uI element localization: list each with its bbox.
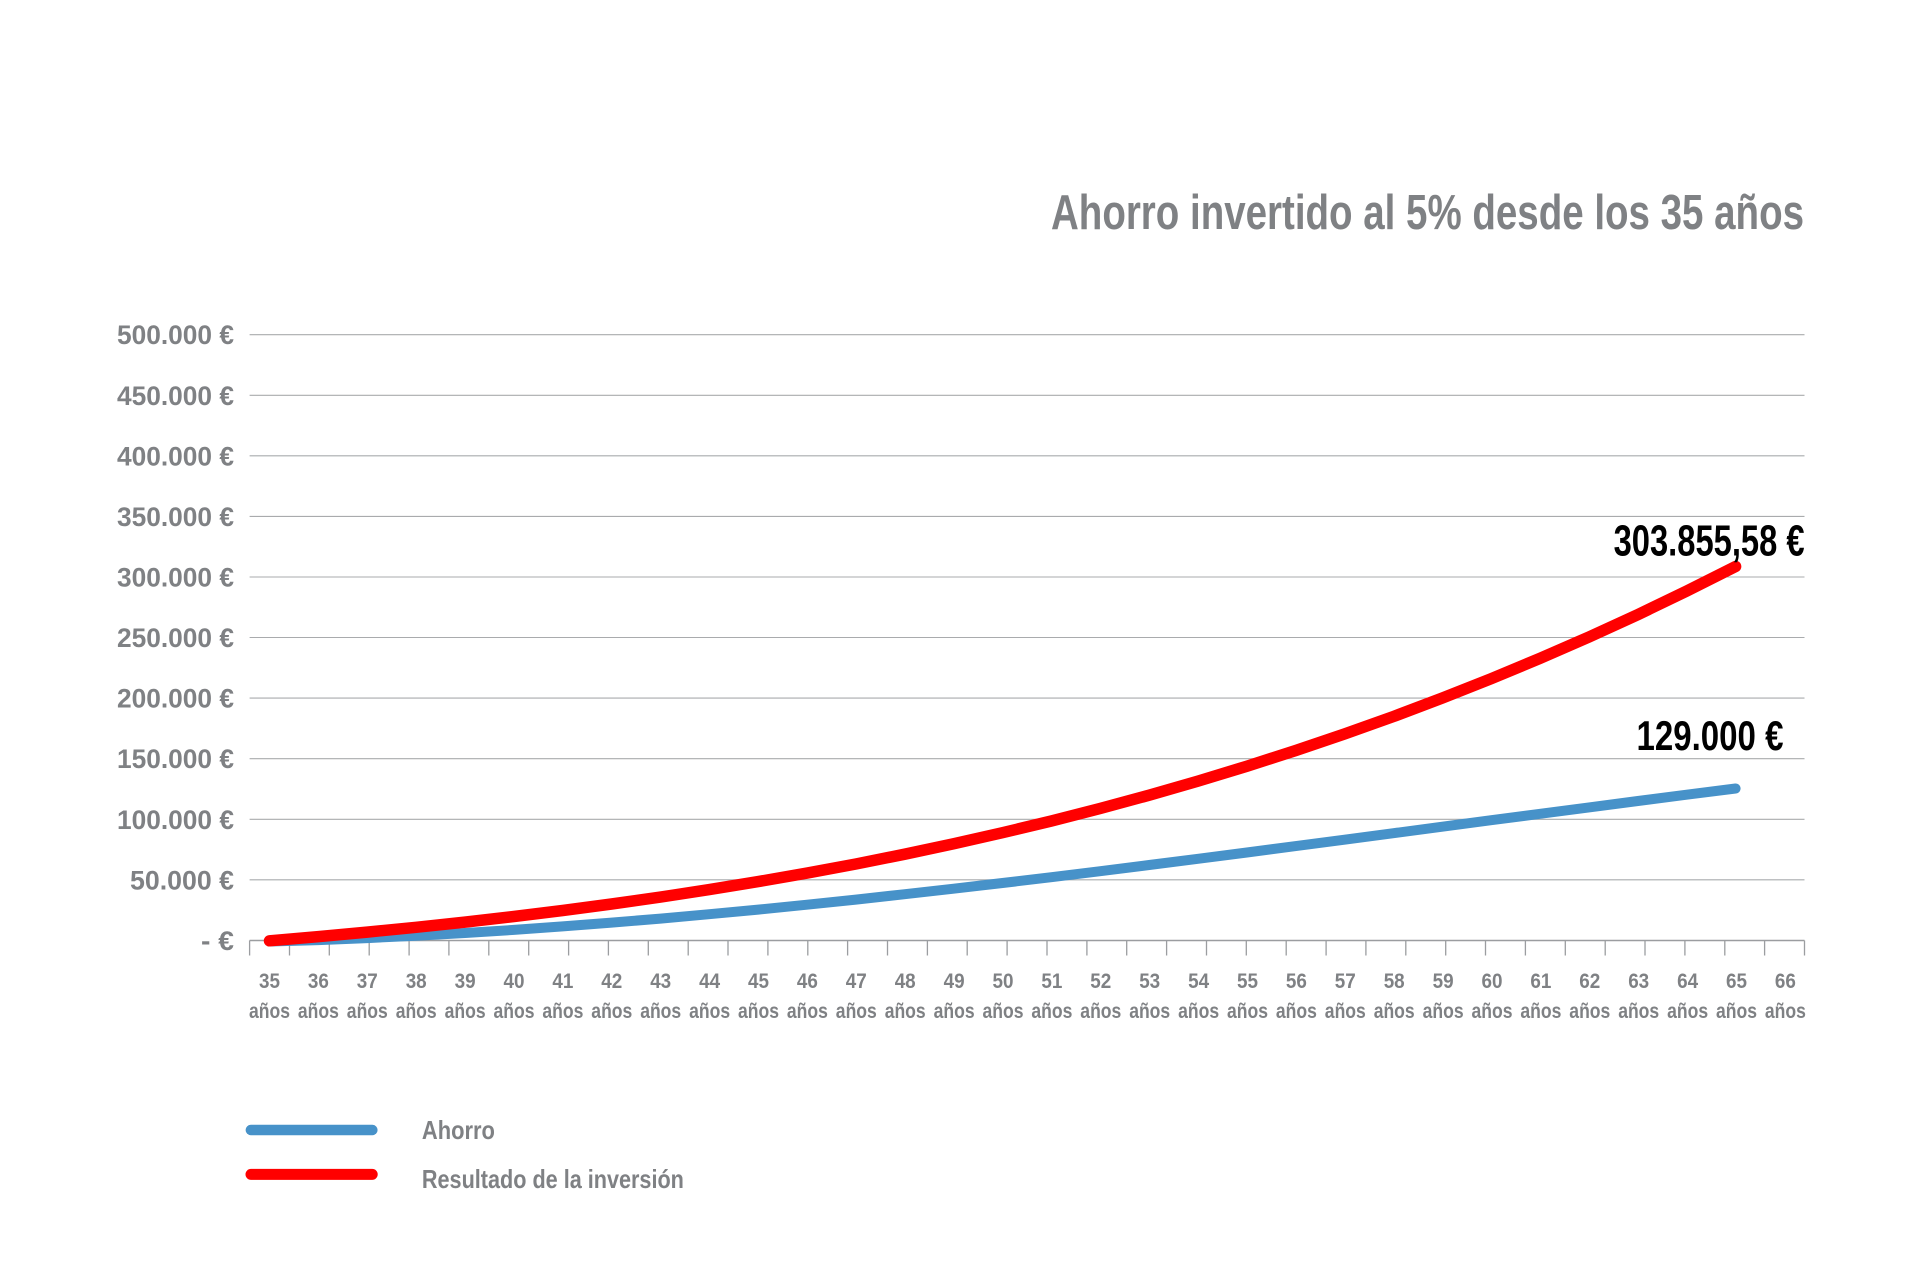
svg-text:35: 35 [259, 969, 280, 993]
svg-text:53: 53 [1139, 969, 1160, 993]
svg-text:años: años [445, 999, 486, 1023]
svg-text:400.000 €: 400.000 € [117, 441, 234, 471]
svg-text:años: años [1569, 999, 1610, 1023]
svg-text:años: años [689, 999, 730, 1023]
svg-text:41: 41 [552, 969, 573, 993]
svg-text:años: años [1031, 999, 1072, 1023]
svg-text:350.000 €: 350.000 € [117, 502, 234, 532]
svg-text:años: años [1667, 999, 1708, 1023]
svg-text:años: años [249, 999, 290, 1023]
svg-text:años: años [1765, 999, 1806, 1023]
svg-text:años: años [347, 999, 388, 1023]
svg-text:años: años [1472, 999, 1513, 1023]
svg-text:años: años [1618, 999, 1659, 1023]
svg-text:65: 65 [1726, 969, 1747, 993]
svg-text:52: 52 [1090, 969, 1111, 993]
svg-text:años: años [1276, 999, 1317, 1023]
svg-text:300.000 €: 300.000 € [117, 563, 234, 593]
svg-text:62: 62 [1579, 969, 1600, 993]
svg-text:50: 50 [993, 969, 1014, 993]
svg-text:años: años [983, 999, 1024, 1023]
svg-text:años: años [1716, 999, 1757, 1023]
svg-text:años: años [1374, 999, 1415, 1023]
svg-text:Ahorro invertido al 5% desde l: Ahorro invertido al 5% desde los 35 años [1051, 185, 1804, 240]
svg-text:años: años [1325, 999, 1366, 1023]
svg-text:37: 37 [357, 969, 378, 993]
svg-text:56: 56 [1286, 969, 1307, 993]
svg-text:303.855,58 €: 303.855,58 € [1614, 518, 1805, 566]
svg-text:años: años [494, 999, 535, 1023]
svg-text:66: 66 [1775, 969, 1796, 993]
svg-text:años: años [1520, 999, 1561, 1023]
svg-text:43: 43 [650, 969, 671, 993]
svg-text:años: años [542, 999, 583, 1023]
svg-text:49: 49 [944, 969, 965, 993]
svg-text:años: años [396, 999, 437, 1023]
svg-text:57: 57 [1335, 969, 1356, 993]
svg-text:años: años [1129, 999, 1170, 1023]
svg-text:42: 42 [601, 969, 622, 993]
svg-text:años: años [640, 999, 681, 1023]
svg-text:59: 59 [1433, 969, 1454, 993]
svg-text:61: 61 [1530, 969, 1551, 993]
svg-text:años: años [738, 999, 779, 1023]
svg-text:129.000 €: 129.000 € [1637, 712, 1784, 759]
svg-text:años: años [298, 999, 339, 1023]
svg-text:250.000 €: 250.000 € [117, 623, 234, 653]
svg-text:años: años [836, 999, 877, 1023]
svg-text:48: 48 [895, 969, 916, 993]
svg-text:años: años [1178, 999, 1219, 1023]
svg-text:Resultado de la inversión: Resultado de la inversión [422, 1164, 684, 1194]
svg-text:63: 63 [1628, 969, 1649, 993]
svg-text:64: 64 [1677, 969, 1698, 993]
svg-text:200.000 €: 200.000 € [117, 684, 234, 714]
svg-text:años: años [934, 999, 975, 1023]
svg-text:150.000 €: 150.000 € [117, 744, 234, 774]
svg-text:47: 47 [846, 969, 867, 993]
svg-text:60: 60 [1482, 969, 1503, 993]
svg-text:40: 40 [504, 969, 525, 993]
svg-text:Ahorro: Ahorro [422, 1115, 495, 1145]
svg-text:39: 39 [455, 969, 476, 993]
svg-text:55: 55 [1237, 969, 1258, 993]
svg-text:44: 44 [699, 969, 720, 993]
svg-text:45: 45 [748, 969, 769, 993]
svg-text:años: años [1227, 999, 1268, 1023]
svg-text:50.000 €: 50.000 € [130, 865, 234, 895]
svg-text:46: 46 [797, 969, 818, 993]
svg-text:450.000 €: 450.000 € [117, 381, 234, 411]
svg-text:54: 54 [1188, 969, 1209, 993]
svg-text:años: años [591, 999, 632, 1023]
svg-text:38: 38 [406, 969, 427, 993]
svg-text:500.000 €: 500.000 € [117, 320, 234, 350]
svg-text:51: 51 [1041, 969, 1062, 993]
svg-text:100.000 €: 100.000 € [117, 805, 234, 835]
svg-text:años: años [787, 999, 828, 1023]
svg-text:años: años [1423, 999, 1464, 1023]
svg-text:58: 58 [1384, 969, 1405, 993]
svg-text:- €: - € [201, 926, 234, 956]
svg-text:36: 36 [308, 969, 329, 993]
svg-text:años: años [885, 999, 926, 1023]
svg-text:años: años [1080, 999, 1121, 1023]
